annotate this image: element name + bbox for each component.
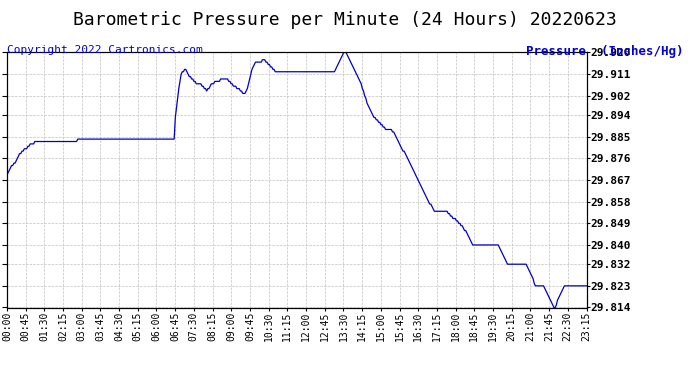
Text: Copyright 2022 Cartronics.com: Copyright 2022 Cartronics.com [7, 45, 203, 55]
Text: Pressure  (Inches/Hg): Pressure (Inches/Hg) [526, 45, 683, 58]
Text: Barometric Pressure per Minute (24 Hours) 20220623: Barometric Pressure per Minute (24 Hours… [73, 11, 617, 29]
